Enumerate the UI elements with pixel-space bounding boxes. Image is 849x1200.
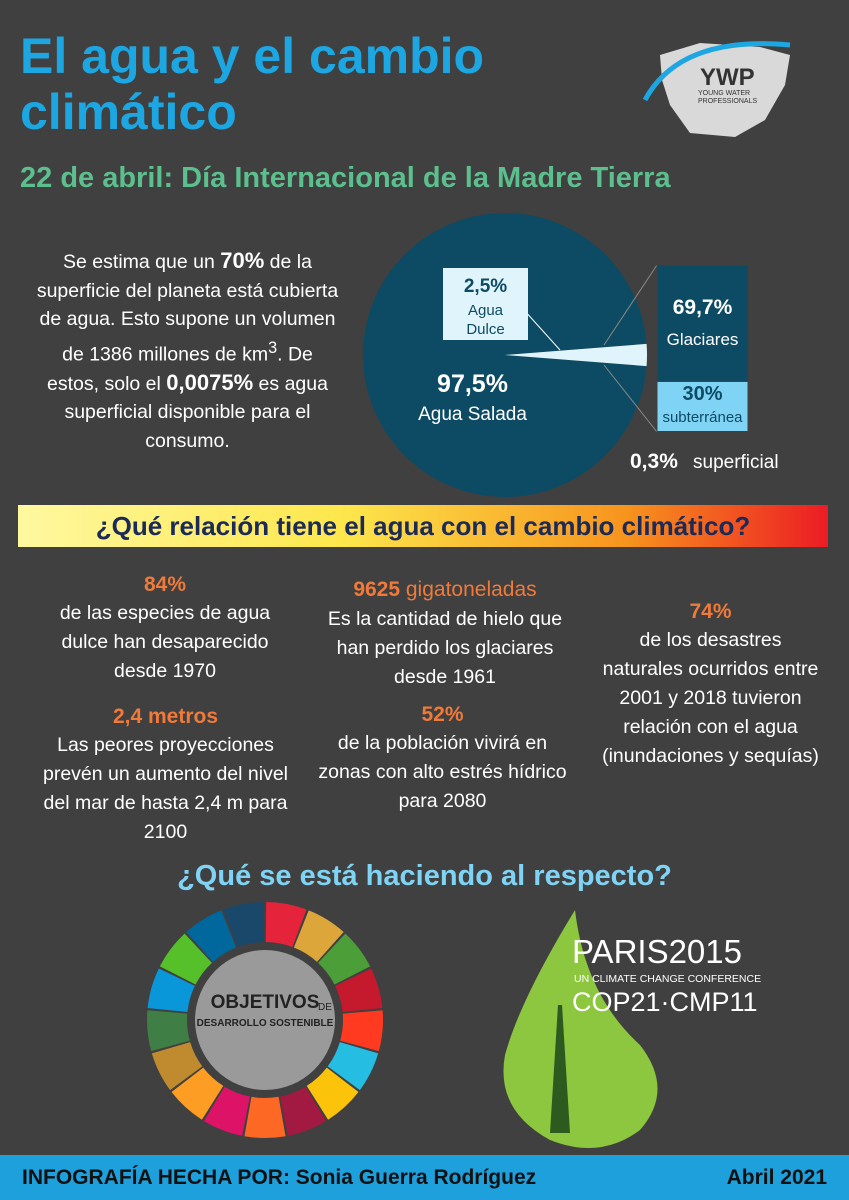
sdg-segment [318,933,371,985]
intro-text: es agua superficial disponible para el c… [64,372,328,452]
value-label: 30% [682,383,723,405]
pie-slice [505,343,647,367]
stat-text: Es la cantidad de hielo que han perdido … [327,608,563,688]
sdg-segment [265,902,307,947]
sdg-segment [340,1010,383,1052]
intro-bold: 0,0075% [166,369,254,395]
sdg-segment [203,1086,250,1136]
logo-swoosh [642,41,791,102]
value-label: 0,3% [630,450,678,473]
intro: Se estima que un 70% de la superficie de… [35,247,340,455]
bar-segment [656,264,749,382]
sdg-segment [335,968,383,1013]
sdg-segment [151,1042,203,1091]
paris-cop: COP21·CMP11 [572,987,758,1017]
sdg-segment [293,910,344,962]
section-title: ¿Qué se está haciendo al respecto? [177,860,672,892]
title: El agua y el cambio climático [20,28,485,140]
sdg-segment [159,933,212,985]
eiffel-tower [550,1005,570,1133]
subtitle: 22 de abril: Día Internacional de la Mad… [20,162,671,194]
stat-highlight: 84% [143,573,187,596]
paris-sub: UN CLIMATE CHANGE CONFERENCE [574,973,761,985]
footer: INFOGRAFÍA HECHA POR: Sonia Guerra Rodrí… [0,1155,849,1200]
connector [603,364,658,433]
intro-text: Se estima que un [63,251,221,273]
category-label: subterránea [662,409,743,426]
stat: 9625 gigatoneladas Es la cantidad de hie… [310,575,580,692]
leaf-drop [503,910,658,1148]
stat: 74% de los desastres naturales ocurridos… [598,597,823,771]
stat-highlight: 2,4 metros [112,705,219,728]
sdg-segment [280,1086,327,1136]
sdg-segment [171,1067,224,1120]
stat-highlight: 52% [421,703,464,726]
logo-text: YWP [700,64,755,91]
category-label: superficial [693,452,779,473]
intro-bold: 70% [220,248,265,273]
value-label: 97,5% [437,370,508,398]
sdg-title: OBJETIVOS [211,992,320,1013]
logo-map [660,43,790,137]
sdg-segment [147,968,195,1013]
stat-text: de los desastres naturales ocurridos ent… [602,629,819,767]
value-label: 69,7% [672,296,733,319]
stat-text: de la población vivirá en zonas con alto… [318,732,567,812]
sdg-segment [147,1010,190,1052]
banner: ¿Qué relación tiene el agua con el cambi… [18,505,828,547]
paris-logo: PARIS2015 UN CLIMATE CHANGE CONFERENCE C… [503,910,761,1148]
pie-slice [363,213,647,497]
stat-text: Las peores proyecciones prevén un aument… [43,734,288,843]
value-label: 2,5% [463,276,508,297]
sdg-title: DE [318,1002,332,1013]
intro-text: de la superficie del planeta está cubier… [36,251,339,365]
sdg-segment [327,1042,379,1091]
category-label: Agua Salada [418,404,527,425]
sdg-segment [306,1067,359,1120]
stat-unit: gigatoneladas [400,578,537,601]
stat: 52% de la población vivirá en zonas con … [315,700,570,816]
connector [603,264,658,346]
category-label: Glaciares [666,330,739,349]
sdg-segment [223,902,265,947]
stat-text: de las especies de agua dulce han desapa… [59,602,271,682]
stat: 2,4 metros Las peores proyecciones prevé… [38,702,293,847]
stat-highlight: 9625 [353,578,401,601]
footer-author: INFOGRAFÍA HECHA POR: Sonia Guerra Rodrí… [22,1166,537,1189]
sdg-title: DESARROLLO SOSTENIBLE [197,1018,334,1029]
sdg-segment [244,1096,286,1138]
paris-title: PARIS2015 [572,933,742,970]
logo: YWP YOUNG WATER PROFESSIONALS [642,41,791,137]
intro-sup: 3 [268,338,278,357]
sdg-segment [186,910,237,962]
sdg-wheel: OBJETIVOS DE DESARROLLO SOSTENIBLE [147,902,383,1138]
stat: 84% de las especies de agua dulce han de… [35,570,295,686]
label-box [443,268,528,340]
pie-of-bar-chart [363,213,749,497]
stat-highlight: 74% [689,600,732,623]
logo-subtext: YOUNG WATER PROFESSIONALS [698,90,758,105]
footer-date: Abril 2021 [726,1166,827,1189]
category-label: Agua Dulce [466,302,505,338]
sdg-center [195,950,335,1090]
intro-text: . De estos, solo el [47,343,313,395]
